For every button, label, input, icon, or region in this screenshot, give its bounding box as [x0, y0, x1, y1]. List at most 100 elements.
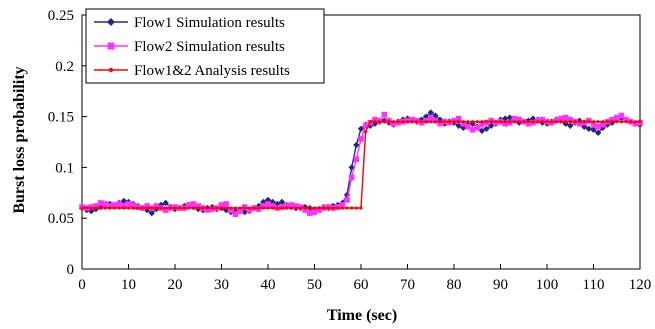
data-point	[153, 203, 160, 209]
data-point	[204, 207, 211, 213]
data-point	[373, 120, 377, 124]
data-point	[424, 120, 428, 124]
data-point	[339, 202, 346, 208]
series-3	[80, 120, 642, 210]
data-point	[615, 120, 619, 124]
data-point	[353, 156, 360, 163]
data-point	[265, 201, 271, 207]
data-point	[576, 120, 583, 127]
data-point	[308, 206, 312, 210]
data-point	[108, 206, 112, 210]
series-line	[82, 120, 640, 209]
data-point	[362, 122, 369, 129]
x-tick-label: 70	[400, 277, 415, 293]
y-tick-label: 0.25	[48, 8, 74, 24]
data-point	[182, 206, 186, 210]
data-point	[618, 112, 625, 119]
data-point	[117, 206, 121, 210]
data-point	[131, 206, 135, 210]
data-point	[302, 207, 308, 213]
data-point	[568, 120, 572, 124]
y-tick-label: 0.1	[55, 160, 74, 176]
data-point	[536, 120, 540, 124]
data-point	[122, 206, 126, 210]
data-point	[567, 122, 574, 129]
data-point	[353, 141, 360, 149]
data-point	[187, 206, 191, 210]
data-point	[237, 208, 243, 214]
data-point	[85, 206, 89, 210]
y-tick-label: 0.05	[48, 211, 74, 227]
data-point	[405, 120, 410, 124]
chart-axes: 0 10 20 30 40 50 60 70 80 90 100 110 120 0 0.05 0.1 0.15…	[48, 8, 652, 293]
data-point	[343, 191, 351, 199]
data-point	[638, 120, 642, 124]
data-point	[311, 209, 318, 215]
data-point	[503, 120, 507, 124]
data-point	[89, 206, 93, 210]
data-point	[228, 207, 234, 213]
data-point	[573, 120, 577, 124]
data-point	[475, 120, 479, 124]
data-point	[483, 125, 490, 132]
legend-item-flow2: Flow2 Simulation results	[94, 39, 285, 55]
data-point	[410, 120, 414, 124]
data-point	[261, 206, 265, 210]
data-point	[613, 114, 620, 121]
data-point	[457, 120, 461, 124]
data-point	[148, 209, 155, 217]
data-point	[116, 201, 122, 207]
data-point	[364, 130, 368, 134]
data-point	[465, 123, 471, 130]
data-point	[97, 200, 104, 206]
data-point	[173, 206, 177, 210]
data-point	[452, 120, 456, 124]
data-point	[243, 206, 247, 210]
legend-marker-flow2	[107, 42, 115, 50]
data-point	[378, 120, 382, 124]
data-point	[192, 206, 196, 210]
data-point	[246, 207, 253, 213]
data-point	[545, 120, 549, 124]
data-point	[162, 199, 169, 207]
data-point	[604, 121, 611, 128]
data-point	[348, 174, 355, 181]
data-point	[567, 116, 574, 123]
data-point	[336, 206, 340, 210]
data-point	[298, 206, 303, 210]
x-tick-label: 20	[168, 277, 183, 293]
data-point	[350, 206, 354, 210]
data-point	[107, 203, 113, 209]
data-point	[466, 120, 470, 124]
data-point	[162, 207, 169, 213]
data-point	[372, 116, 378, 123]
data-point	[629, 120, 633, 124]
x-tick-label: 10	[121, 277, 136, 293]
data-point	[195, 203, 202, 209]
data-point	[283, 203, 290, 209]
data-point	[289, 206, 293, 210]
x-tick-label: 50	[307, 277, 322, 293]
legend-item-analysis: Flow1&2 Analysis results	[94, 63, 290, 79]
data-point	[326, 206, 331, 210]
data-point	[130, 202, 136, 208]
data-point	[508, 120, 512, 124]
data-point	[624, 120, 628, 124]
data-point	[512, 120, 517, 124]
y-tick-label: 0.15	[48, 110, 74, 126]
data-point	[522, 120, 526, 124]
data-point	[401, 120, 405, 124]
data-point	[585, 125, 593, 132]
data-point	[307, 210, 313, 216]
data-point	[241, 208, 248, 216]
data-point	[125, 201, 132, 207]
data-point	[224, 206, 228, 210]
data-point	[278, 198, 286, 206]
data-point	[529, 115, 537, 122]
data-point	[502, 120, 508, 127]
data-point	[382, 120, 386, 124]
data-point	[554, 120, 558, 124]
data-point	[357, 125, 365, 132]
data-point	[479, 121, 485, 128]
